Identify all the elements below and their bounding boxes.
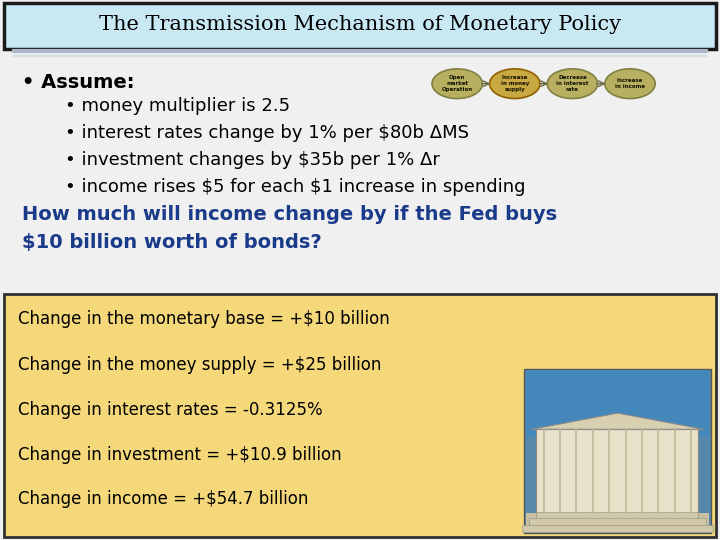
Text: The Transmission Mechanism of Monetary Policy: The Transmission Mechanism of Monetary P… [99,15,621,35]
Text: Change in the monetary base = +\$10 billion: Change in the monetary base = +\$10 bill… [18,310,390,328]
Text: Change in investment = +\$10.9 billion: Change in investment = +\$10.9 billion [18,446,341,463]
Text: Change in the money supply = +\$25 billion: Change in the money supply = +\$25 billi… [18,356,382,374]
Text: • income rises \$5 for each \$1 increase in spending: • income rises \$5 for each \$1 increase… [65,178,526,196]
Ellipse shape [547,69,598,98]
FancyBboxPatch shape [4,294,716,537]
Polygon shape [531,413,704,429]
Text: • interest rates change by 1% per \$80b ΔMS: • interest rates change by 1% per \$80b … [65,124,469,142]
Text: Increase
in money
supply: Increase in money supply [500,76,529,92]
Text: Increase
in income: Increase in income [615,78,645,89]
FancyBboxPatch shape [524,369,711,533]
Text: \$10 billion worth of bonds?: \$10 billion worth of bonds? [22,233,321,252]
Ellipse shape [432,69,482,98]
Bar [526,370,709,437]
Bar [526,513,709,532]
Ellipse shape [605,69,655,98]
Bar [522,525,713,532]
Text: Decrease
in interest
rate: Decrease in interest rate [557,76,588,92]
Text: • money multiplier is 2.5: • money multiplier is 2.5 [65,97,290,115]
Bar [529,518,706,526]
Text: How much will income change by if the Fed buys: How much will income change by if the Fe… [22,205,557,224]
Bar [536,512,698,519]
Text: • Assume:: • Assume: [22,73,134,92]
Bar [536,429,698,513]
Text: Change in income = +\$54.7 billion: Change in income = +\$54.7 billion [18,490,308,508]
Text: • investment changes by \$35b per 1% Δr: • investment changes by \$35b per 1% Δr [65,151,440,169]
Ellipse shape [490,69,540,98]
FancyBboxPatch shape [4,3,716,49]
Text: Change in interest rates = -0.3125%: Change in interest rates = -0.3125% [18,401,323,418]
Text: Open
market
Operation: Open market Operation [441,76,473,92]
